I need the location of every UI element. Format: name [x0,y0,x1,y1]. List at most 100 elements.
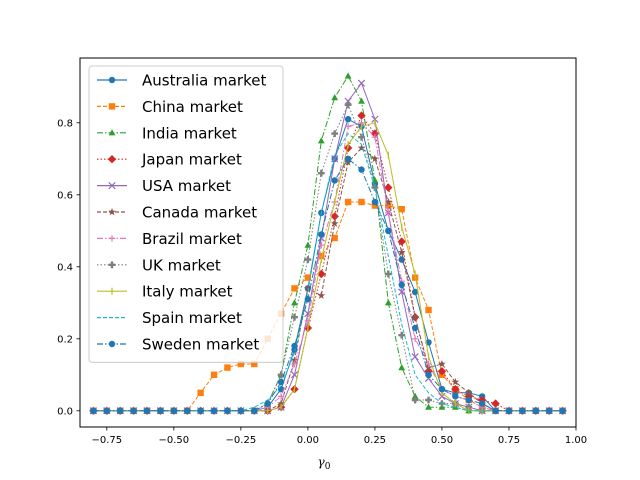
y-tick-label: 0.2 [57,334,73,345]
data-point [465,403,473,411]
data-point [385,227,392,234]
legend-frame [88,65,284,363]
x-tick-label: 0.00 [297,435,319,446]
data-point [425,371,432,378]
data-point [357,144,366,152]
data-point [357,111,366,120]
data-point [425,306,432,314]
y-axis: 0.0 0.2 0.4 0.6 0.8 [57,118,80,417]
data-point [170,407,178,414]
data-point [384,299,392,306]
data-point [210,407,218,414]
legend-swatch-marker [108,261,116,269]
data-point [317,169,325,177]
data-point [344,155,352,162]
data-point [384,198,393,206]
data-point [344,158,352,166]
data-point [545,407,553,414]
data-point [344,97,352,105]
data-point [237,407,245,414]
data-point [505,407,513,414]
data-point [411,288,419,296]
data-point [304,274,312,281]
legend-label: India market [142,124,237,142]
data-point [344,72,352,79]
data-point [371,198,379,206]
data-point [371,202,379,209]
data-point [464,388,473,397]
data-point [277,371,285,379]
data-point [371,134,379,141]
data-point [451,378,460,386]
data-point [385,209,392,216]
y-tick-label: 0.6 [57,190,73,201]
x-tick-label: −0.50 [159,435,190,446]
data-point [143,407,151,414]
data-point [224,407,231,414]
data-point [397,248,406,256]
data-point [437,367,447,376]
data-point [130,407,137,414]
data-point [290,356,299,364]
y-tick-label: 0.8 [57,118,73,129]
data-point [331,177,338,184]
data-point [358,166,365,173]
legend-swatch-marker [108,181,116,190]
data-point [425,403,432,410]
legend-item: Japan market [97,151,242,169]
data-point [398,281,405,288]
data-point [331,155,339,163]
data-point [411,274,419,281]
x-axis-label: γ0 [318,455,331,472]
data-point [291,285,298,292]
legend-item: Spain market [97,309,242,327]
legend-label: Brazil market [142,230,242,248]
data-point [411,353,419,361]
data-point [411,313,419,321]
legend-label: Italy market [142,283,233,301]
x-tick-label: 0.50 [431,435,453,446]
y-tick-label: 0.0 [57,406,73,417]
data-point [291,342,298,350]
data-point [197,407,204,414]
legend-item: China market [97,98,243,116]
data-point [438,360,446,368]
data-point [331,94,339,101]
data-point [343,143,353,153]
x-tick-label: 0.25 [364,435,386,446]
legend-label: Sweden market [142,336,259,354]
data-point [411,396,419,404]
legend-item: USA market [97,177,231,195]
x-tick-label: −0.25 [226,435,257,446]
data-point [330,219,339,227]
data-point [357,79,366,87]
data-point [291,360,298,368]
data-point [438,386,446,393]
data-point [371,115,379,123]
legend-item: Sweden market [97,336,259,354]
data-point [451,385,460,394]
data-point [277,399,285,407]
series-sweden-market [90,155,566,414]
plot-frame [79,57,577,428]
data-point [384,270,392,278]
data-point [304,284,312,292]
data-point [318,242,325,249]
data-point [344,123,352,130]
data-point [264,400,271,407]
data-point [398,206,405,213]
legend-label: China market [142,98,243,116]
legend-label: Australia market [142,72,266,90]
x-tick-label: −0.75 [91,435,122,446]
data-point [331,130,339,137]
data-point [291,313,298,321]
data-point [519,407,526,414]
data-point [103,407,111,414]
data-point [465,396,472,404]
data-point [304,317,312,324]
data-point [358,97,365,104]
legend-swatch-marker [108,103,116,110]
legend-label: Canada market [142,204,257,222]
data-point [411,392,419,399]
data-point [331,234,338,242]
